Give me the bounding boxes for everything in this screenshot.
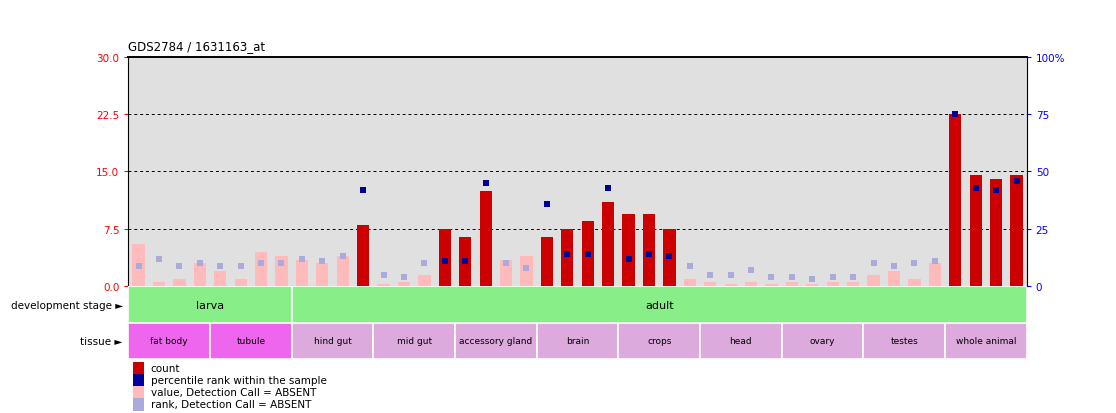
Bar [133, 362, 144, 376]
Bar [128, 323, 210, 359]
Bar [847, 283, 859, 287]
Bar [291, 287, 1027, 323]
Bar [643, 214, 655, 287]
Bar [455, 323, 537, 359]
Text: fat body: fat body [151, 337, 187, 346]
Bar [357, 225, 369, 287]
Bar [133, 244, 145, 287]
Text: testes: testes [891, 337, 918, 346]
Bar [1010, 176, 1022, 287]
Text: value, Detection Call = ABSENT: value, Detection Call = ABSENT [151, 387, 316, 397]
Bar [397, 283, 410, 287]
Bar [296, 260, 308, 287]
Bar [194, 264, 206, 287]
Bar [745, 283, 757, 287]
Bar [581, 222, 594, 287]
Bar [949, 115, 961, 287]
Text: whole animal: whole animal [955, 337, 1017, 346]
Bar [128, 287, 291, 323]
Bar [541, 237, 554, 287]
Bar [214, 271, 227, 287]
Bar [704, 283, 716, 287]
Bar [602, 202, 614, 287]
Bar [418, 275, 431, 287]
Text: ovary: ovary [810, 337, 835, 346]
Bar [133, 398, 144, 411]
Bar [459, 237, 471, 287]
Bar [133, 374, 144, 387]
Bar [561, 229, 574, 287]
Bar [439, 229, 451, 287]
Bar [618, 323, 700, 359]
Text: tissue ►: tissue ► [80, 336, 123, 346]
Text: adult: adult [645, 300, 674, 310]
Bar [929, 264, 941, 287]
Bar [500, 260, 512, 287]
Text: count: count [151, 363, 181, 373]
Bar [520, 256, 532, 287]
Bar [867, 275, 879, 287]
Bar [970, 176, 982, 287]
Bar [537, 323, 618, 359]
Bar [480, 191, 492, 287]
Bar [234, 279, 247, 287]
Text: mid gut: mid gut [396, 337, 432, 346]
Bar [663, 229, 675, 287]
Bar [623, 214, 635, 287]
Bar [316, 264, 328, 287]
Text: head: head [730, 337, 752, 346]
Bar [888, 271, 901, 287]
Bar [827, 283, 839, 287]
Bar [864, 323, 945, 359]
Text: GDS2784 / 1631163_at: GDS2784 / 1631163_at [128, 40, 266, 53]
Text: tubule: tubule [237, 337, 266, 346]
Bar [766, 284, 778, 287]
Text: development stage ►: development stage ► [10, 300, 123, 310]
Bar [210, 323, 291, 359]
Text: larva: larva [196, 300, 224, 310]
Bar [173, 279, 185, 287]
Bar [153, 283, 165, 287]
Bar [374, 323, 455, 359]
Bar [945, 323, 1027, 359]
Bar [786, 283, 798, 287]
Bar [990, 180, 1002, 287]
Text: hind gut: hind gut [314, 337, 352, 346]
Text: crops: crops [647, 337, 672, 346]
Bar [684, 279, 696, 287]
Bar [700, 323, 781, 359]
Bar [291, 323, 374, 359]
Bar [806, 284, 818, 287]
Text: accessory gland: accessory gland [460, 337, 532, 346]
Bar [377, 284, 389, 287]
Text: brain: brain [566, 337, 589, 346]
Bar [276, 256, 288, 287]
Text: percentile rank within the sample: percentile rank within the sample [151, 375, 327, 385]
Bar [133, 386, 144, 399]
Bar [254, 252, 267, 287]
Bar [724, 284, 737, 287]
Bar [908, 279, 921, 287]
Bar [337, 256, 349, 287]
Text: rank, Detection Call = ABSENT: rank, Detection Call = ABSENT [151, 399, 311, 408]
Bar [781, 323, 864, 359]
